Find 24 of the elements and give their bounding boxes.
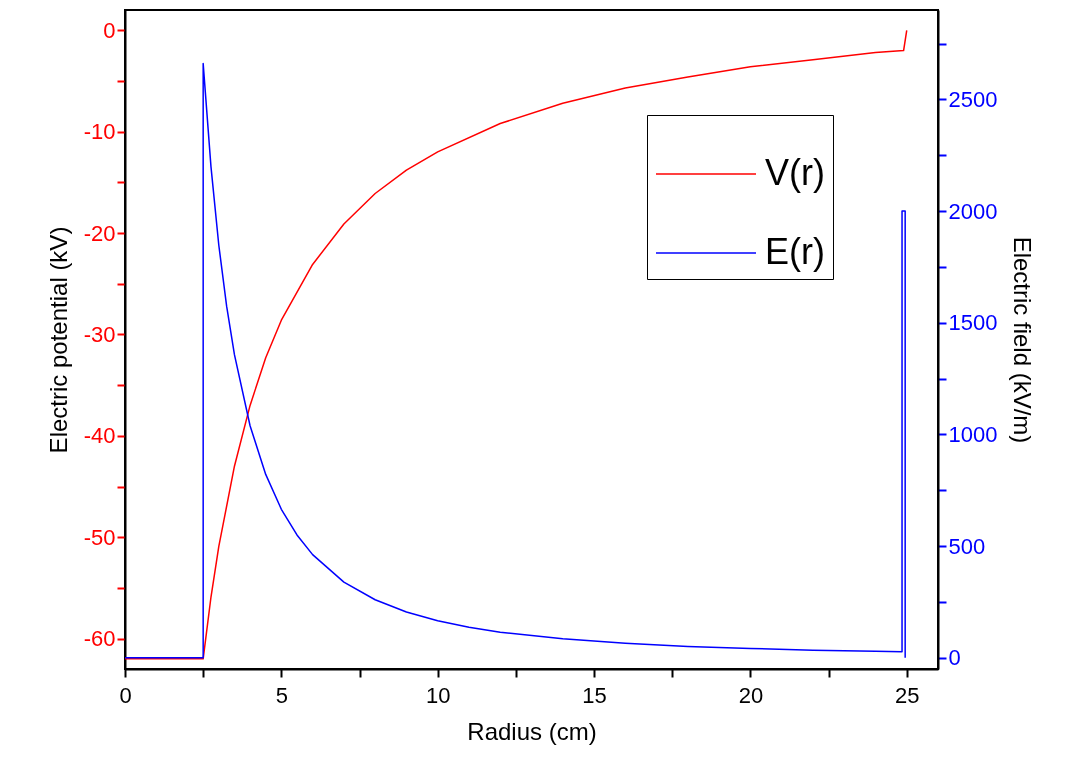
y-tick-label: -20 (83, 220, 116, 246)
y2-tick-label: 0 (948, 645, 961, 671)
x-tick-label: 0 (119, 682, 132, 708)
y2-axis-title: Electric field (kV/m) (1009, 236, 1037, 444)
y-tick-label: -40 (83, 423, 116, 449)
y-tick-label: -10 (83, 119, 116, 145)
y2-tick-label: 500 (948, 533, 986, 559)
x-axis-title: Radius (cm) (467, 717, 597, 745)
x-tick-label: 20 (738, 682, 764, 708)
y-tick-label: -50 (83, 524, 116, 550)
y-tick-label: 0 (103, 17, 116, 43)
y2-tick-label: 1500 (948, 310, 998, 336)
x-tick-label: 10 (425, 682, 451, 708)
y-axis-title: Electric potential (kV) (44, 226, 72, 454)
y2-tick-label: 2500 (948, 86, 998, 112)
legend-label: V(r) (765, 152, 825, 193)
y-tick-label: -30 (83, 321, 116, 347)
y-tick-label: -60 (83, 626, 116, 652)
x-tick-label: 15 (582, 682, 607, 708)
legend-label: E(r) (765, 231, 825, 272)
x-tick-label: 5 (275, 682, 288, 708)
y2-tick-label: 2000 (948, 198, 998, 224)
y2-tick-label: 1000 (948, 421, 998, 447)
x-tick-label: 25 (894, 682, 920, 708)
